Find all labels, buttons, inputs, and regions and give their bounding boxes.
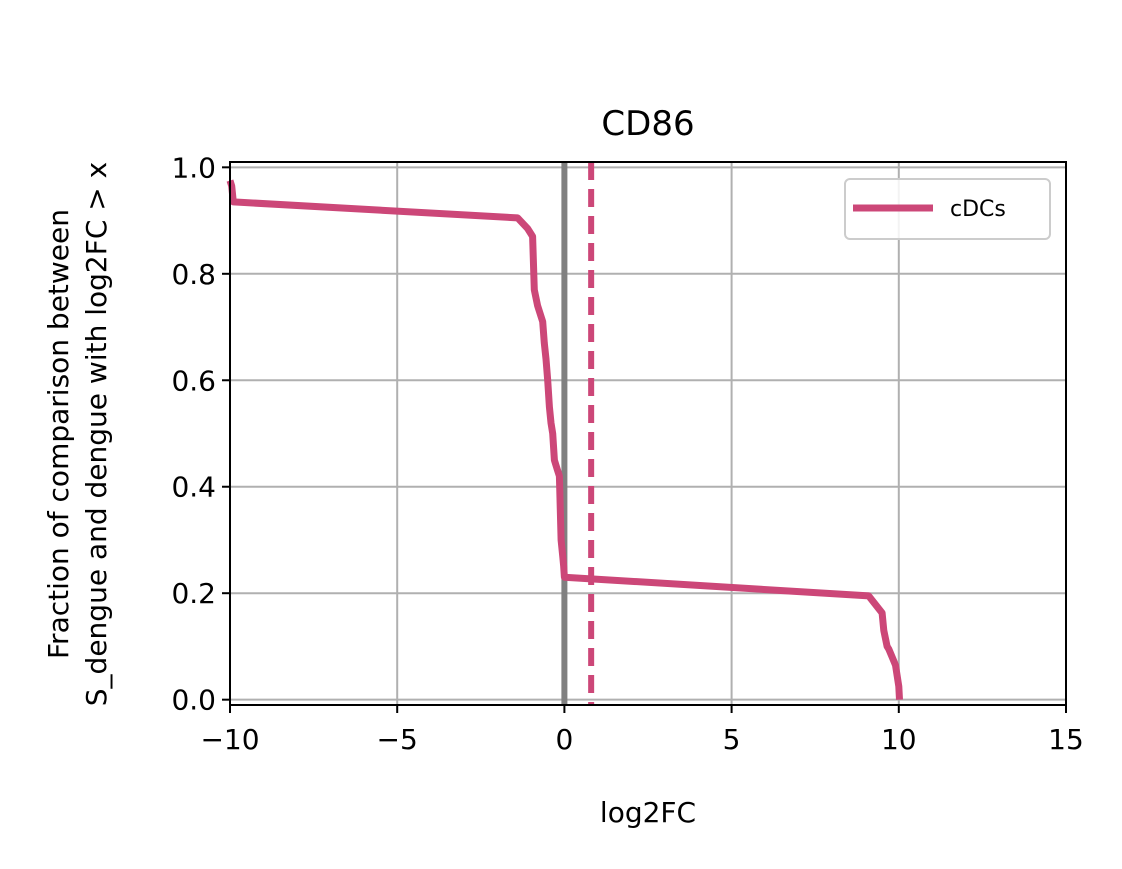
x-tick-label: 5 bbox=[723, 723, 741, 756]
legend-box bbox=[844, 178, 1051, 240]
y-tick-label: 0.2 bbox=[171, 577, 216, 610]
y-tick-label: 0.0 bbox=[171, 684, 216, 717]
y-tick-label: 0.4 bbox=[171, 471, 216, 504]
y-axis-title: Fraction of comparison between S_dengue … bbox=[42, 162, 113, 706]
x-tick-label: 15 bbox=[1048, 723, 1084, 756]
grid bbox=[229, 162, 1067, 705]
x-tick-label: −10 bbox=[200, 723, 259, 756]
legend: cDCs bbox=[844, 178, 1051, 240]
x-axis-title: log2FC bbox=[600, 796, 696, 829]
x-tick-label: −5 bbox=[377, 723, 418, 756]
series-group bbox=[226, 179, 903, 700]
y-axis-title-line-2: S_dengue and dengue with log2FC > x bbox=[80, 162, 113, 706]
y-tick-label: 0.6 bbox=[171, 364, 216, 397]
y-tick-label: 0.8 bbox=[171, 258, 216, 291]
series-line-cdcs bbox=[226, 179, 903, 700]
y-axis: 0.0 0.2 0.4 0.6 0.8 1.0 bbox=[171, 151, 230, 717]
x-axis: −10 −5 0 5 10 15 bbox=[200, 705, 1084, 756]
legend-label-cdcs: cDCs bbox=[950, 197, 1006, 222]
reference-lines bbox=[561, 162, 595, 705]
x-tick-label: 0 bbox=[555, 723, 573, 756]
x-tick-label: 10 bbox=[881, 723, 917, 756]
chart-title: CD86 bbox=[601, 104, 694, 144]
plot-frame bbox=[229, 161, 1067, 706]
y-tick-label: 1.0 bbox=[171, 151, 216, 184]
y-axis-title-line-1: Fraction of comparison between bbox=[42, 209, 75, 659]
